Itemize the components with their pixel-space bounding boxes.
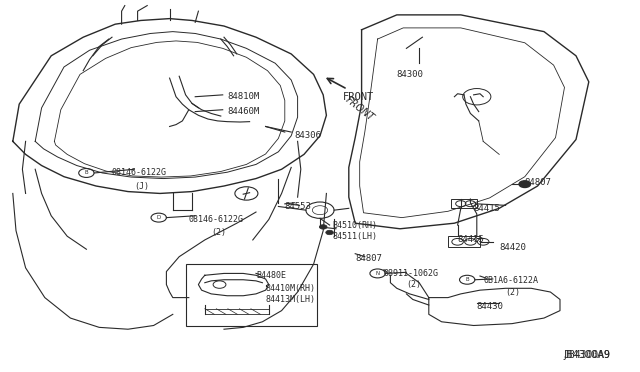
- Text: 84511(LH): 84511(LH): [333, 232, 378, 241]
- Text: 84430: 84430: [477, 302, 504, 311]
- Text: 84413M(LH): 84413M(LH): [266, 295, 316, 304]
- Text: (2): (2): [506, 288, 520, 296]
- Text: 0B1A6-6122A: 0B1A6-6122A: [483, 276, 538, 285]
- Text: 84807: 84807: [355, 254, 382, 263]
- Text: 84306: 84306: [294, 131, 321, 140]
- Text: B: B: [84, 170, 88, 176]
- Text: 84415: 84415: [474, 204, 500, 213]
- Text: FRONT: FRONT: [344, 95, 376, 123]
- Bar: [448, 236, 480, 247]
- Text: JB4300A9: JB4300A9: [563, 350, 610, 360]
- Text: 08146-6122G: 08146-6122G: [189, 215, 244, 224]
- Text: (2): (2): [211, 228, 226, 237]
- Text: FRONT: FRONT: [342, 92, 374, 102]
- Text: 84415: 84415: [458, 235, 484, 244]
- Text: (2): (2): [406, 280, 421, 289]
- Circle shape: [326, 230, 333, 235]
- Text: 08146-6122G: 08146-6122G: [112, 169, 167, 177]
- Text: (J): (J): [134, 182, 149, 190]
- Text: 84300: 84300: [397, 70, 424, 79]
- Text: 08911-1062G: 08911-1062G: [384, 269, 439, 278]
- Text: 84460M: 84460M: [227, 107, 259, 116]
- Text: JB4300A9: JB4300A9: [563, 350, 610, 360]
- Circle shape: [519, 181, 531, 187]
- Text: 84410M(RH): 84410M(RH): [266, 284, 316, 293]
- Circle shape: [319, 225, 327, 229]
- Text: N: N: [376, 271, 380, 276]
- Bar: [451, 199, 477, 208]
- Text: 84807: 84807: [525, 178, 552, 187]
- Text: B: B: [465, 277, 469, 282]
- Text: D: D: [157, 215, 161, 220]
- Text: 84420: 84420: [499, 243, 526, 252]
- Text: B4480E: B4480E: [256, 271, 286, 280]
- Text: 84553: 84553: [285, 202, 312, 211]
- Text: 84810M: 84810M: [227, 92, 259, 101]
- Text: B4510(RH): B4510(RH): [333, 221, 378, 230]
